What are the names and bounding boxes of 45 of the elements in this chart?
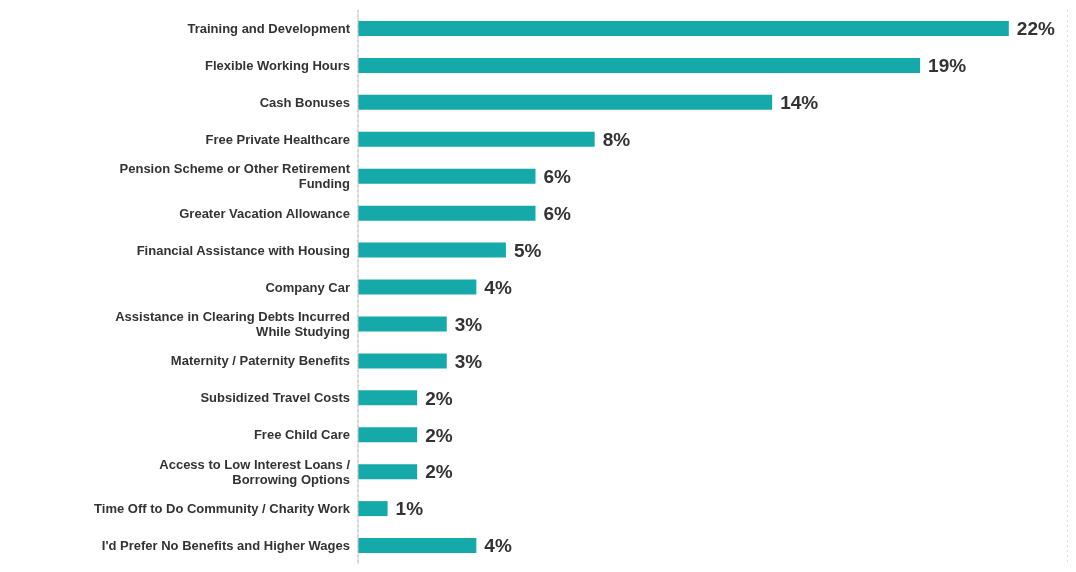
y-tick-label: Flexible Working Hours <box>205 57 350 73</box>
bar <box>358 538 477 554</box>
y-tick-label: Subsidized Travel Costs <box>200 390 350 406</box>
y-tick-label: Greater Vacation Allowance <box>179 205 350 221</box>
y-tick-label: Time Off to Do Community / Charity Work <box>94 501 351 517</box>
y-tick-label: I'd Prefer No Benefits and Higher Wages <box>101 538 350 554</box>
data-label: 2% <box>425 387 453 409</box>
data-label: 2% <box>425 424 453 446</box>
bar <box>358 464 418 480</box>
bar <box>358 242 506 258</box>
y-tick-label: Access to Low Interest Loans / Borrowing Options <box>159 456 351 487</box>
bar <box>358 316 447 332</box>
data-label: 3% <box>454 313 483 335</box>
bar <box>358 94 773 110</box>
data-label: 4% <box>484 276 512 298</box>
data-label: 5% <box>513 239 542 261</box>
y-tick-label: Free Private Healthcare <box>205 131 350 147</box>
data-label: 22% <box>1016 18 1055 40</box>
data-label: 6% <box>543 165 572 187</box>
data-label: 1% <box>395 498 424 520</box>
y-tick-label: Pension Scheme or Other Retirement Funding <box>119 161 351 192</box>
bar <box>358 353 447 369</box>
data-label: 4% <box>484 535 512 557</box>
data-label: 14% <box>780 92 819 114</box>
data-label: 6% <box>543 202 572 224</box>
bar <box>358 390 418 406</box>
bar <box>358 21 1009 36</box>
y-tick-label: Assistance in Clearing Debts Incurred While Studying <box>115 308 351 339</box>
data-label: 3% <box>454 350 483 372</box>
y-tick-label: Company Car <box>265 279 350 295</box>
data-label: 8% <box>602 129 631 151</box>
bar <box>358 205 536 221</box>
bar <box>358 57 921 73</box>
bar <box>358 168 536 184</box>
bar <box>358 131 595 147</box>
y-tick-label: Cash Bonuses <box>259 94 350 110</box>
y-tick-label: Free Child Care <box>253 427 350 443</box>
bar <box>358 501 388 517</box>
bar <box>358 427 418 443</box>
y-tick-label: Financial Assistance with Housing <box>136 242 351 258</box>
data-label: 19% <box>928 55 967 77</box>
y-tick-label: Maternity / Paternity Benefits <box>170 353 350 369</box>
y-tick-label: Training and Development <box>187 21 351 37</box>
data-label: 2% <box>425 461 453 483</box>
bar <box>358 279 477 295</box>
